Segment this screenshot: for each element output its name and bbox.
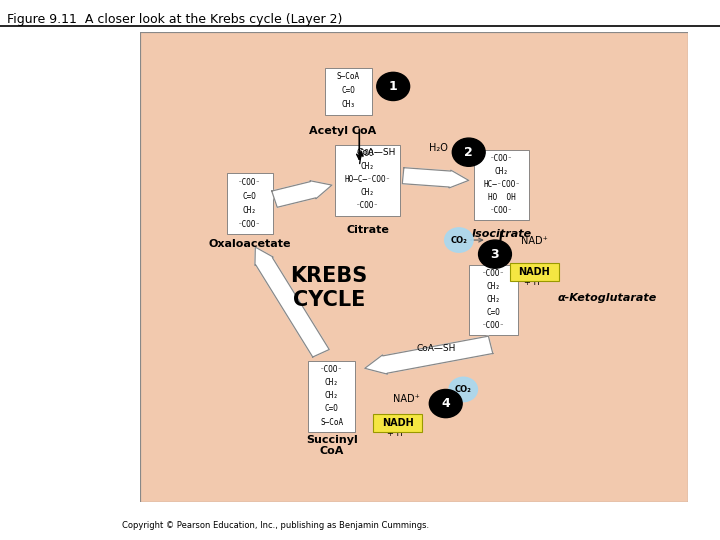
FancyBboxPatch shape [510, 263, 559, 281]
Text: HO—C—⁻COO⁻: HO—C—⁻COO⁻ [344, 175, 391, 184]
Text: Isocitrate: Isocitrate [472, 230, 531, 239]
Text: ⁻COO⁻: ⁻COO⁻ [482, 321, 505, 330]
Text: 1: 1 [389, 80, 397, 93]
Text: CO₂: CO₂ [455, 385, 472, 394]
Text: 3: 3 [490, 248, 499, 261]
Text: + H⁺: + H⁺ [524, 278, 544, 287]
Text: CH₂: CH₂ [487, 295, 500, 304]
Text: CH₂: CH₂ [487, 282, 500, 291]
Text: ⁻COO⁻: ⁻COO⁻ [490, 206, 513, 215]
Text: C=O: C=O [325, 404, 339, 414]
Circle shape [377, 72, 410, 100]
Text: Copyright © Pearson Education, Inc., publishing as Benjamin Cummings.: Copyright © Pearson Education, Inc., pub… [122, 521, 430, 530]
FancyBboxPatch shape [325, 68, 372, 114]
FancyBboxPatch shape [373, 414, 422, 432]
Text: ⁻COO⁻: ⁻COO⁻ [320, 365, 343, 374]
Text: H₂O: H₂O [429, 143, 448, 152]
Polygon shape [255, 247, 329, 357]
Circle shape [445, 228, 473, 252]
Text: ⁻COO⁻: ⁻COO⁻ [238, 178, 261, 186]
Text: NAD⁺: NAD⁺ [392, 394, 420, 404]
Text: HC—⁻COO⁻: HC—⁻COO⁻ [483, 180, 520, 189]
Text: KREBS
CYCLE: KREBS CYCLE [291, 266, 368, 310]
Text: S—CoA: S—CoA [337, 72, 360, 81]
Text: ⁻COO⁻: ⁻COO⁻ [238, 220, 261, 229]
Circle shape [449, 377, 477, 402]
Text: ⁻COO⁻: ⁻COO⁻ [490, 153, 513, 163]
Text: Figure 9.11  A closer look at the Krebs cycle (Layer 2): Figure 9.11 A closer look at the Krebs c… [7, 14, 343, 26]
Text: ⁻COO⁻: ⁻COO⁻ [482, 268, 505, 278]
FancyBboxPatch shape [308, 361, 356, 432]
FancyBboxPatch shape [227, 173, 273, 234]
Text: C=O: C=O [341, 86, 355, 95]
Circle shape [452, 138, 485, 166]
Circle shape [479, 240, 511, 268]
Text: CH₂: CH₂ [495, 167, 508, 176]
Text: 2: 2 [464, 146, 473, 159]
Text: CoA—SH: CoA—SH [356, 148, 395, 157]
Polygon shape [365, 336, 492, 374]
Text: NAD⁺: NAD⁺ [521, 237, 548, 246]
Text: CO₂: CO₂ [451, 235, 467, 245]
Text: CH₂: CH₂ [361, 162, 374, 171]
Text: CH₂: CH₂ [243, 206, 257, 215]
Text: NADH: NADH [382, 418, 413, 428]
Text: ⁻COO⁻: ⁻COO⁻ [356, 149, 379, 158]
Text: CoA—SH: CoA—SH [416, 343, 456, 353]
Polygon shape [271, 181, 332, 207]
Text: CH₃: CH₃ [341, 100, 355, 109]
Text: S—CoA: S—CoA [320, 417, 343, 427]
Text: CH₂: CH₂ [325, 378, 339, 387]
Text: α-Ketoglutarate: α-Ketoglutarate [557, 293, 657, 303]
FancyBboxPatch shape [469, 265, 518, 335]
Text: Succinyl
CoA: Succinyl CoA [306, 435, 358, 456]
Text: ⁻COO⁻: ⁻COO⁻ [356, 201, 379, 211]
Text: C=O: C=O [243, 192, 257, 201]
FancyBboxPatch shape [474, 150, 529, 220]
FancyBboxPatch shape [335, 145, 400, 215]
Text: + H⁺: + H⁺ [387, 429, 408, 438]
Text: 4: 4 [441, 397, 450, 410]
Text: NADH: NADH [518, 267, 550, 277]
Text: CH₂: CH₂ [361, 188, 374, 197]
Text: HO  OH: HO OH [487, 193, 516, 202]
Text: Acetyl CoA: Acetyl CoA [309, 126, 377, 136]
Text: Oxaloacetate: Oxaloacetate [209, 239, 291, 249]
Text: CH₂: CH₂ [325, 392, 339, 400]
Circle shape [429, 389, 462, 417]
Polygon shape [402, 168, 469, 188]
Text: C=O: C=O [487, 308, 500, 317]
Text: Citrate: Citrate [346, 225, 389, 235]
